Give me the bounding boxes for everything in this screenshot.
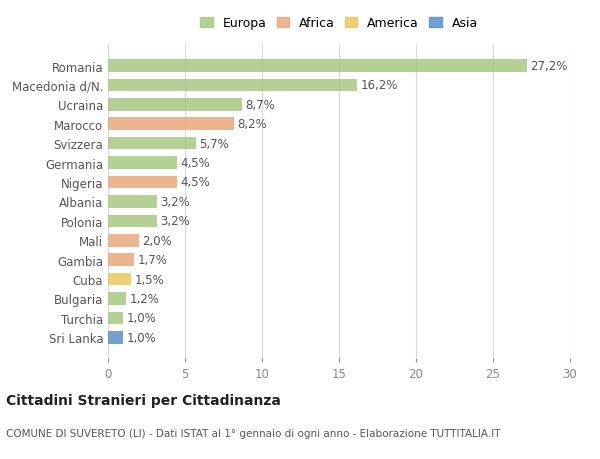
Bar bbox=[108, 196, 157, 208]
Bar bbox=[108, 138, 196, 150]
Bar bbox=[108, 254, 134, 266]
Text: 4,5%: 4,5% bbox=[181, 157, 210, 170]
Bar bbox=[108, 235, 139, 247]
Text: 1,7%: 1,7% bbox=[137, 253, 167, 267]
Bar bbox=[108, 273, 131, 286]
Bar bbox=[108, 312, 124, 325]
Text: 16,2%: 16,2% bbox=[361, 79, 398, 92]
Text: 8,2%: 8,2% bbox=[238, 118, 267, 131]
Bar bbox=[108, 292, 127, 305]
Bar bbox=[108, 118, 234, 131]
Bar bbox=[108, 215, 157, 228]
Bar bbox=[108, 331, 124, 344]
Bar bbox=[108, 79, 358, 92]
Bar bbox=[108, 99, 242, 112]
Bar bbox=[108, 60, 527, 73]
Text: COMUNE DI SUVERETO (LI) - Dati ISTAT al 1° gennaio di ogni anno - Elaborazione T: COMUNE DI SUVERETO (LI) - Dati ISTAT al … bbox=[6, 428, 500, 438]
Text: 2,0%: 2,0% bbox=[142, 234, 172, 247]
Text: 1,0%: 1,0% bbox=[127, 312, 156, 325]
Text: 8,7%: 8,7% bbox=[245, 99, 275, 112]
Text: 1,0%: 1,0% bbox=[127, 331, 156, 344]
Legend: Europa, Africa, America, Asia: Europa, Africa, America, Asia bbox=[197, 15, 481, 33]
Text: 27,2%: 27,2% bbox=[530, 60, 568, 73]
Bar bbox=[108, 157, 178, 169]
Text: 3,2%: 3,2% bbox=[160, 215, 190, 228]
Text: 1,5%: 1,5% bbox=[134, 273, 164, 286]
Text: 4,5%: 4,5% bbox=[181, 176, 210, 189]
Bar bbox=[108, 176, 178, 189]
Text: Cittadini Stranieri per Cittadinanza: Cittadini Stranieri per Cittadinanza bbox=[6, 393, 281, 407]
Text: 5,7%: 5,7% bbox=[199, 137, 229, 151]
Text: 3,2%: 3,2% bbox=[160, 196, 190, 208]
Text: 1,2%: 1,2% bbox=[130, 292, 160, 305]
